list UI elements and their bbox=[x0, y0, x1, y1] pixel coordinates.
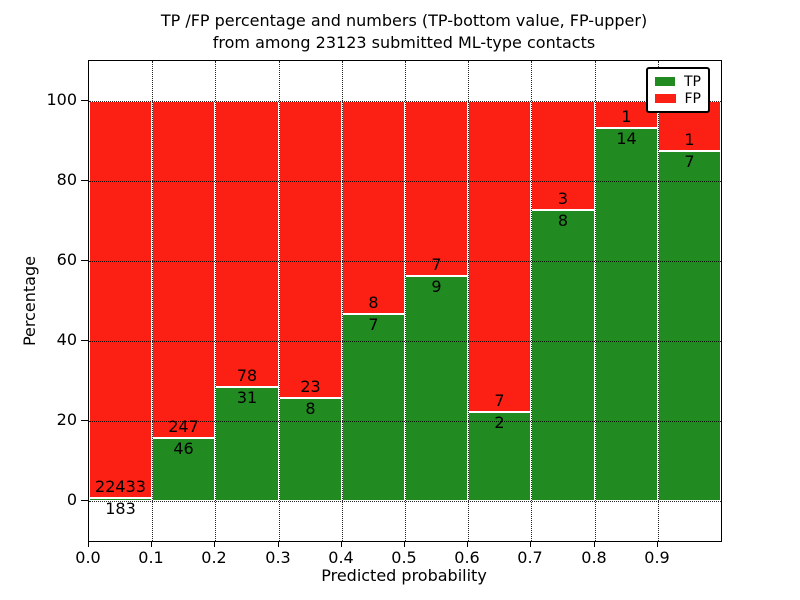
legend: TP FP bbox=[646, 67, 710, 113]
bar-segment-tp bbox=[279, 398, 342, 501]
tp-count-label: 183 bbox=[105, 499, 136, 518]
x-gridline bbox=[152, 61, 153, 541]
x-tick bbox=[341, 541, 342, 547]
x-tick bbox=[88, 541, 89, 547]
bar-segment-fp bbox=[152, 101, 215, 438]
x-gridline bbox=[595, 61, 596, 541]
bar-segment-fp bbox=[405, 101, 468, 276]
bar-segment-tp bbox=[531, 210, 595, 501]
bar-segment-tp bbox=[89, 498, 152, 501]
legend-row: TP bbox=[655, 74, 701, 90]
fp-count-label: 247 bbox=[168, 417, 199, 436]
x-tick-label: 0.9 bbox=[644, 548, 670, 567]
legend-label-fp: FP bbox=[684, 90, 702, 107]
x-gridline bbox=[658, 61, 659, 541]
fp-count-label: 1 bbox=[621, 107, 632, 126]
tp-count-label: 7 bbox=[368, 315, 379, 334]
fp-count-label: 22433 bbox=[95, 477, 146, 496]
fp-count-label: 8 bbox=[368, 293, 379, 312]
y-tick-label: 0 bbox=[66, 490, 77, 509]
legend-row: FP bbox=[655, 91, 701, 107]
x-tick bbox=[151, 541, 152, 547]
bar-segment-fp bbox=[215, 101, 279, 387]
x-tick-label: 0.4 bbox=[328, 548, 354, 567]
x-axis-label: Predicted probability bbox=[321, 566, 487, 585]
y-tick-label: 60 bbox=[56, 250, 77, 269]
x-tick bbox=[657, 541, 658, 547]
chart-title-line1: TP /FP percentage and numbers (TP-bottom… bbox=[160, 11, 648, 30]
tp-count-label: 46 bbox=[173, 439, 194, 458]
tp-count-label: 8 bbox=[557, 211, 569, 230]
tp-count-label: 7 bbox=[684, 152, 695, 171]
x-tick-label: 0.3 bbox=[265, 548, 291, 567]
x-tick-label: 0.1 bbox=[138, 548, 164, 567]
legend-swatch-fp bbox=[655, 94, 676, 103]
x-gridline bbox=[215, 61, 216, 541]
y-tick bbox=[81, 500, 88, 501]
y-axis-label: Percentage bbox=[20, 256, 39, 347]
tp-count-label: 14 bbox=[616, 129, 637, 148]
x-gridline bbox=[531, 61, 532, 541]
plot-area: 22433 183 247 46 78 31 23 8 8 7 7 9 7 2 3 8 1 14 1 7 TP FP bbox=[88, 60, 722, 542]
y-tick-label: 40 bbox=[56, 330, 77, 349]
fp-count-label: 78 bbox=[236, 366, 258, 385]
fp-count-label: 1 bbox=[684, 130, 695, 149]
tp-count-label: 9 bbox=[431, 277, 442, 296]
bar-segment-fp bbox=[468, 101, 531, 412]
y-tick-label: 20 bbox=[56, 410, 77, 429]
y-tick bbox=[81, 100, 88, 101]
x-gridline bbox=[405, 61, 406, 541]
bar-segment-fp bbox=[342, 101, 405, 314]
x-tick bbox=[404, 541, 405, 547]
x-tick-label: 0.0 bbox=[75, 548, 101, 567]
fp-count-label: 7 bbox=[431, 255, 442, 274]
x-tick-label: 0.8 bbox=[581, 548, 607, 567]
bar-segment-fp bbox=[89, 101, 152, 498]
fp-count-label: 23 bbox=[300, 377, 321, 396]
y-tick bbox=[81, 180, 88, 181]
x-tick bbox=[530, 541, 531, 547]
x-gridline bbox=[342, 61, 343, 541]
x-tick-label: 0.2 bbox=[201, 548, 227, 567]
bar-segment-tp bbox=[595, 128, 658, 501]
y-tick bbox=[81, 340, 88, 341]
fp-count-label: 7 bbox=[494, 391, 505, 410]
chart-title-line2: from among 23123 submitted ML-type conta… bbox=[212, 33, 596, 52]
fp-count-label: 3 bbox=[557, 189, 569, 208]
x-gridline bbox=[279, 61, 280, 541]
x-gridline bbox=[468, 61, 469, 541]
bar-segment-tp bbox=[342, 314, 405, 501]
legend-swatch-tp bbox=[655, 77, 675, 86]
y-tick-label: 100 bbox=[46, 90, 77, 109]
x-tick bbox=[594, 541, 595, 547]
bar-segment-tp bbox=[152, 438, 215, 501]
y-tick bbox=[81, 420, 88, 421]
x-tick bbox=[278, 541, 279, 547]
x-tick-label: 0.7 bbox=[517, 548, 543, 567]
bar-segment-tp bbox=[405, 276, 468, 501]
legend-label-tp: TP bbox=[684, 73, 701, 90]
tp-count-label: 8 bbox=[305, 399, 316, 418]
tp-count-label: 2 bbox=[494, 413, 505, 432]
x-tick bbox=[467, 541, 468, 547]
tp-count-label: 31 bbox=[236, 388, 258, 407]
x-tick-label: 0.5 bbox=[391, 548, 417, 567]
y-tick-label: 80 bbox=[56, 170, 77, 189]
x-tick bbox=[214, 541, 215, 547]
bar-segment-fp bbox=[279, 101, 342, 398]
x-tick-label: 0.6 bbox=[454, 548, 480, 567]
y-tick bbox=[81, 260, 88, 261]
bar-segment-tp bbox=[658, 151, 721, 501]
bar-segment-tp bbox=[468, 412, 531, 501]
